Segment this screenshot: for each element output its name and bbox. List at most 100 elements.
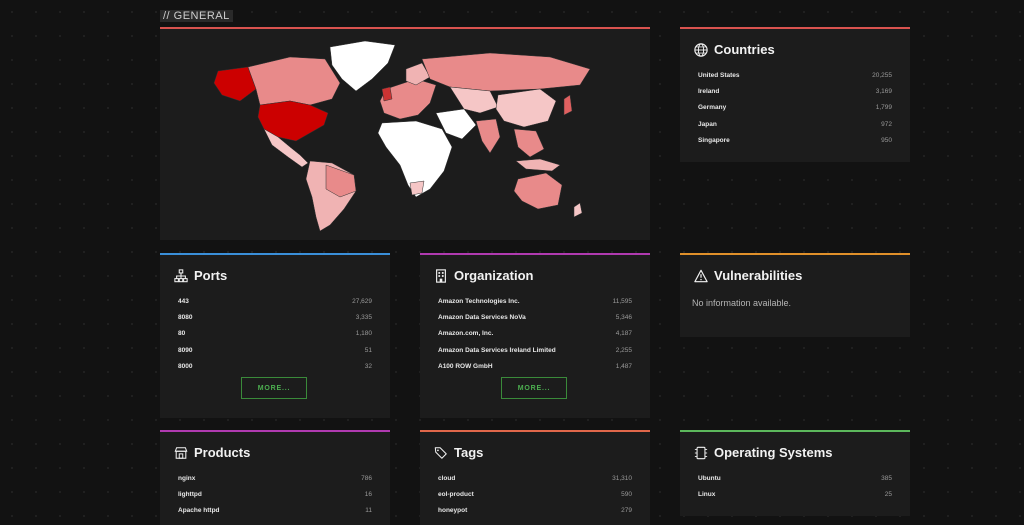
list-item[interactable]: Apache httpd 11 bbox=[178, 503, 372, 519]
list-item[interactable]: A100 ROW GmbH 1,487 bbox=[438, 358, 632, 374]
list-item[interactable]: Amazon Data Services Ireland Limited 2,25… bbox=[438, 342, 632, 358]
map-japan bbox=[563, 94, 573, 116]
map-indonesia bbox=[515, 158, 561, 172]
org-name[interactable]: Amazon.com, Inc. bbox=[438, 330, 494, 338]
map-central-asia bbox=[449, 86, 499, 114]
vulnerabilities-card: Vulnerabilities No information available… bbox=[680, 253, 910, 337]
organization-card: Organization Amazon Technologies Inc. 11,… bbox=[420, 253, 650, 418]
list-item[interactable]: Singapore 950 bbox=[698, 132, 892, 148]
tag-name[interactable]: cloud bbox=[438, 474, 456, 482]
tags-card: Tags cloud 31,310 eol-product 590 honeypot… bbox=[420, 430, 650, 525]
world-map[interactable] bbox=[160, 29, 650, 240]
tag-name[interactable]: eol-product bbox=[438, 490, 474, 498]
list-item[interactable]: eol-product 590 bbox=[438, 486, 632, 502]
port-number[interactable]: 8000 bbox=[178, 362, 193, 370]
organization-header: Organization bbox=[434, 268, 533, 283]
list-item[interactable]: Amazon.com, Inc. 4,187 bbox=[438, 326, 632, 342]
list-item[interactable]: Germany 1,799 bbox=[698, 100, 892, 116]
product-name[interactable]: nginx bbox=[178, 474, 196, 482]
list-item[interactable]: 443 27,629 bbox=[178, 293, 372, 309]
os-title: Operating Systems bbox=[714, 445, 833, 460]
section-title: // GENERAL bbox=[160, 10, 233, 22]
port-count: 27,629 bbox=[352, 297, 372, 305]
list-item[interactable]: 8090 51 bbox=[178, 342, 372, 358]
product-name[interactable]: lighttpd bbox=[178, 490, 202, 498]
os-count: 385 bbox=[881, 474, 892, 482]
tags-icon bbox=[434, 446, 447, 459]
list-item[interactable]: 8080 3,335 bbox=[178, 309, 372, 325]
map-brazil bbox=[325, 164, 357, 198]
os-name[interactable]: Linux bbox=[698, 490, 716, 498]
organization-more-button[interactable]: MORE... bbox=[501, 377, 567, 399]
map-usa bbox=[257, 100, 329, 142]
tag-count: 590 bbox=[621, 490, 632, 498]
os-list: Ubuntu 385 Linux 25 bbox=[698, 470, 892, 503]
list-item[interactable]: lighttpd 16 bbox=[178, 486, 372, 502]
list-item[interactable]: Amazon Data Services NoVa 5,346 bbox=[438, 309, 632, 325]
map-australia bbox=[513, 172, 563, 210]
product-count: 11 bbox=[365, 507, 372, 515]
chip-icon bbox=[694, 446, 708, 459]
list-item[interactable]: Ireland 3,169 bbox=[698, 83, 892, 99]
warning-icon bbox=[694, 269, 708, 282]
list-item[interactable]: honeypot 279 bbox=[438, 503, 632, 519]
map-russia bbox=[421, 52, 591, 92]
map-greenland bbox=[329, 40, 396, 92]
list-item[interactable]: Linux 25 bbox=[698, 486, 892, 502]
country-count: 3,169 bbox=[875, 87, 892, 95]
tag-name[interactable]: honeypot bbox=[438, 507, 468, 515]
country-count: 972 bbox=[881, 120, 892, 128]
port-number[interactable]: 8090 bbox=[178, 346, 193, 354]
map-china bbox=[495, 88, 557, 128]
org-count: 1,487 bbox=[615, 362, 632, 370]
country-name[interactable]: Japan bbox=[698, 120, 717, 128]
product-count: 16 bbox=[364, 490, 372, 498]
country-name[interactable]: Ireland bbox=[698, 87, 720, 95]
sitemap-icon bbox=[174, 268, 188, 282]
ports-list: 443 27,629 8080 3,335 80 1,180 8090 51 8000 3… bbox=[178, 293, 372, 374]
country-name[interactable]: United States bbox=[698, 71, 740, 79]
vulnerabilities-title: Vulnerabilities bbox=[714, 268, 803, 283]
os-count: 25 bbox=[884, 490, 892, 498]
ports-card: Ports 443 27,629 8080 3,335 80 1,180 8090 51… bbox=[160, 253, 390, 418]
list-item[interactable]: nginx 786 bbox=[178, 470, 372, 486]
list-item[interactable]: cloud 31,310 bbox=[438, 470, 632, 486]
map-canada bbox=[247, 56, 341, 106]
tags-title: Tags bbox=[454, 445, 484, 460]
country-count: 950 bbox=[881, 136, 892, 144]
list-item[interactable]: 8000 32 bbox=[178, 358, 372, 374]
org-count: 11,595 bbox=[612, 297, 632, 305]
port-number[interactable]: 80 bbox=[178, 330, 186, 338]
list-item[interactable]: 80 1,180 bbox=[178, 326, 372, 342]
list-item[interactable]: Amazon Technologies Inc. 11,595 bbox=[438, 293, 632, 309]
org-name[interactable]: A100 ROW GmbH bbox=[438, 362, 493, 370]
list-item[interactable]: Ubuntu 385 bbox=[698, 470, 892, 486]
products-title: Products bbox=[194, 445, 251, 460]
building-icon bbox=[436, 268, 446, 283]
tags-list: cloud 31,310 eol-product 590 honeypot 279 bbox=[438, 470, 632, 519]
vulnerabilities-header: Vulnerabilities bbox=[694, 268, 802, 283]
os-name[interactable]: Ubuntu bbox=[698, 474, 721, 482]
store-icon bbox=[174, 446, 188, 459]
map-south-africa bbox=[409, 180, 425, 196]
org-name[interactable]: Amazon Technologies Inc. bbox=[438, 297, 520, 305]
ports-more-button[interactable]: MORE... bbox=[241, 377, 307, 399]
list-item[interactable]: Japan 972 bbox=[698, 116, 892, 132]
countries-title: Countries bbox=[714, 42, 775, 57]
country-name[interactable]: Germany bbox=[698, 104, 727, 112]
product-name[interactable]: Apache httpd bbox=[178, 507, 220, 515]
port-number[interactable]: 443 bbox=[178, 297, 189, 305]
countries-list: United States 20,255 Ireland 3,169 Germany… bbox=[698, 67, 892, 148]
tag-count: 31,310 bbox=[612, 474, 632, 482]
port-number[interactable]: 8080 bbox=[178, 313, 193, 321]
country-name[interactable]: Singapore bbox=[698, 136, 730, 144]
list-item[interactable]: United States 20,255 bbox=[698, 67, 892, 83]
os-header: Operating Systems bbox=[694, 445, 833, 460]
org-name[interactable]: Amazon Data Services NoVa bbox=[438, 313, 526, 321]
org-count: 4,187 bbox=[615, 330, 632, 338]
vulnerabilities-message: No information available. bbox=[692, 298, 792, 308]
map-uk-ireland bbox=[381, 86, 393, 102]
org-name[interactable]: Amazon Data Services Ireland Limited bbox=[438, 346, 556, 354]
map-middle-east bbox=[435, 108, 477, 140]
ports-title: Ports bbox=[194, 268, 228, 283]
